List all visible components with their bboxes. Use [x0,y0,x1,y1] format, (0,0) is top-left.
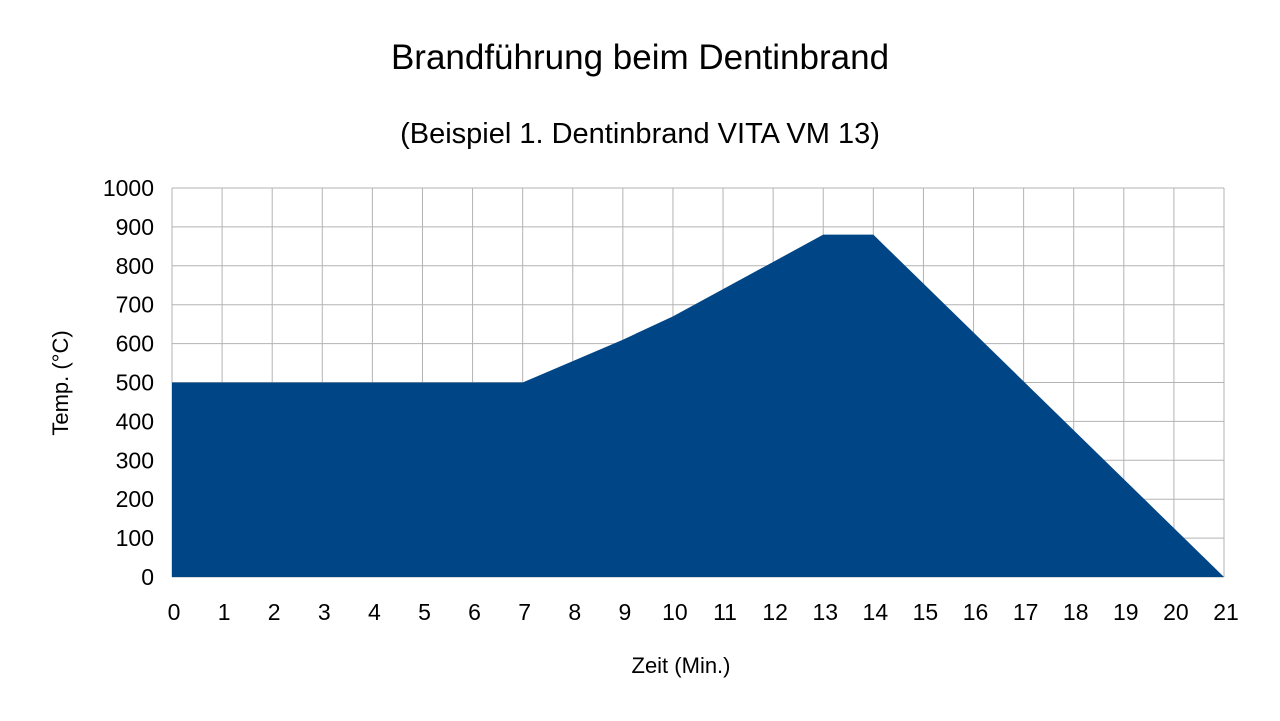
x-tick-label: 14 [863,599,889,625]
x-tick-label: 8 [568,599,581,625]
x-tick-label: 2 [268,599,281,625]
x-tick-label: 12 [762,599,788,625]
x-tick-label: 18 [1063,599,1089,625]
y-axis-ticks: 0 100 200 300 400 500 600 700 800 900 1000 [103,175,154,590]
x-tick-label: 13 [812,599,838,625]
y-tick-label: 200 [116,486,154,512]
x-tick-label: 20 [1163,599,1189,625]
x-tick-label: 10 [662,599,688,625]
x-tick-label: 19 [1113,599,1139,625]
y-tick-label: 500 [116,370,154,396]
x-tick-label: 6 [468,599,481,625]
y-tick-label: 400 [116,408,154,434]
x-tick-label: 3 [318,599,331,625]
y-tick-label: 300 [116,447,154,473]
area-series [172,234,1224,577]
x-tick-label: 4 [368,599,381,625]
x-tick-label: 5 [418,599,431,625]
x-axis-ticks: 0 1 2 3 4 5 6 7 8 9 10 11 12 13 14 15 16 17 18 19 20 21 [168,599,1239,625]
y-tick-label: 800 [116,253,154,279]
y-tick-label: 600 [116,331,154,357]
x-tick-label: 11 [713,599,737,625]
chart-subtitle: (Beispiel 1. Dentinbrand VITA VM 13) [400,118,880,150]
x-tick-label: 21 [1213,599,1239,625]
chart-title: Brandführung beim Dentinbrand [391,38,889,77]
y-tick-label: 1000 [103,175,154,201]
x-tick-label: 7 [518,599,531,625]
x-axis-label: Zeit (Min.) [632,653,731,678]
x-tick-label: 1 [218,599,231,625]
y-axis-label: Temp. (°C) [48,330,73,435]
y-tick-label: 0 [141,564,154,590]
x-tick-label: 9 [618,599,631,625]
x-tick-label: 15 [913,599,939,625]
x-tick-label: 16 [963,599,989,625]
area-fill [172,234,1224,577]
x-tick-label: 17 [1013,599,1039,625]
x-tick-label: 0 [168,599,181,625]
y-tick-label: 900 [116,214,154,240]
y-tick-label: 700 [116,292,154,318]
y-tick-label: 100 [116,525,154,551]
